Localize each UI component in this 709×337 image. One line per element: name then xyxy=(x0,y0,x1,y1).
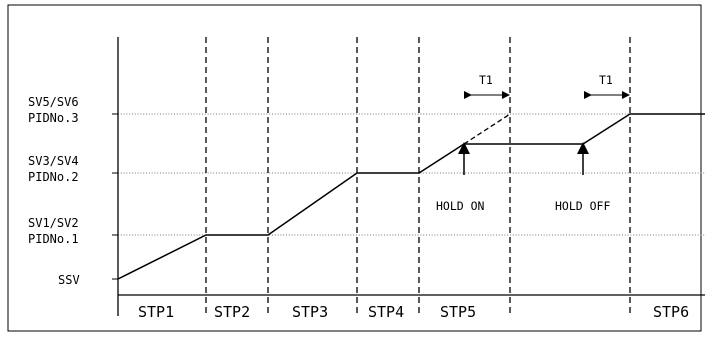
step-label-1: STP1 xyxy=(138,303,174,321)
label-sv56-line1: SV5/SV6 xyxy=(28,95,79,109)
step-label-2: STP2 xyxy=(214,303,250,321)
hold-off-label: HOLD OFF xyxy=(555,199,610,213)
t1-left-label: T1 xyxy=(479,73,493,87)
t1-right-label: T1 xyxy=(599,73,613,87)
program-profile-line xyxy=(117,113,705,280)
label-sv34-line1: SV3/SV4 xyxy=(28,154,79,168)
step-label-6: STP6 xyxy=(653,303,689,321)
label-sv12-line1: SV1/SV2 xyxy=(28,216,79,230)
label-sv12-line2: PIDNo.1 xyxy=(28,232,79,246)
step-label-4: STP4 xyxy=(368,303,404,321)
step-label-5: STP5 xyxy=(440,303,476,321)
label-sv34-line2: PIDNo.2 xyxy=(28,170,79,184)
diagram-frame xyxy=(7,4,702,332)
step-label-3: STP3 xyxy=(292,303,328,321)
hold-on-label: HOLD ON xyxy=(436,199,485,213)
label-ssv: SSV xyxy=(58,273,80,287)
projected-ramp-line xyxy=(463,113,511,145)
label-sv56-line2: PIDNo.3 xyxy=(28,111,79,125)
